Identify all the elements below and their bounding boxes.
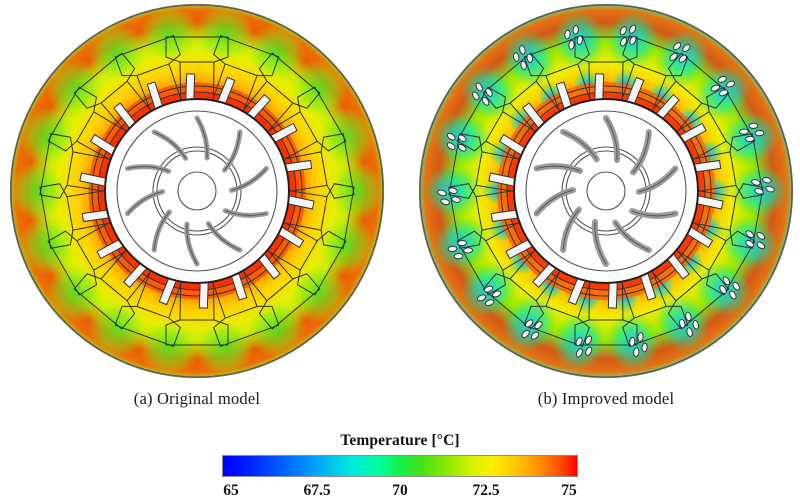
rotor-geometry [525,110,687,272]
motor-cross-section-original [8,2,386,380]
colorbar-tick-labels: 65 67.5 70 72.5 75 [0,482,800,502]
colorbar-title: Temperature [°C] [340,432,460,449]
colorbar-tick-72-5: 72.5 [472,482,500,499]
motor-a-svg [9,3,385,379]
panel-caption-original: (a) Original model [133,389,261,408]
housing-cool-lobes [10,6,384,376]
colorbar-tick-67-5: 67.5 [303,482,331,499]
colorbar-tick-75: 75 [561,482,577,499]
rotor-geometry [116,110,278,272]
motor-cross-section-improved [417,2,795,380]
colorbar-gradient [222,455,578,477]
motor-b-svg [418,3,794,379]
colorbar-legend: Temperature [°C] [0,432,800,479]
colorbar-row [0,455,800,479]
panel-caption-improved: (b) Improved model [537,389,675,408]
cooling-holes [437,24,775,358]
colorbar-tick-70: 70 [392,482,408,499]
colorbar-tick-65: 65 [223,482,239,499]
